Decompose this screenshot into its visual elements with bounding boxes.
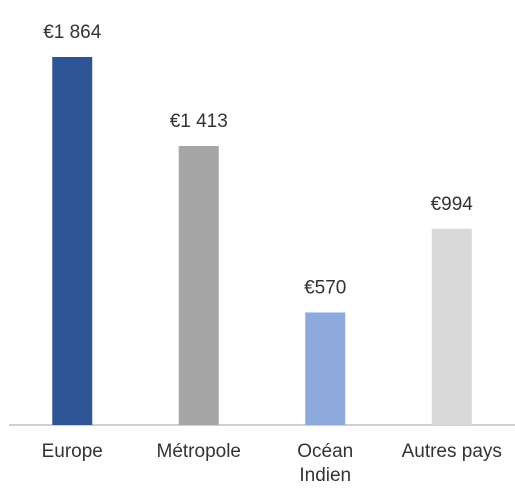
value-label: €994 (431, 194, 474, 215)
bar (431, 228, 472, 425)
bar (305, 312, 346, 425)
x-tick-label: Océan Indien (297, 441, 354, 486)
x-tick-label: Autres pays (401, 441, 502, 462)
bar (52, 57, 93, 425)
x-tick-label: Europe (41, 441, 103, 462)
value-label: €1 413 (170, 111, 228, 132)
value-label: €570 (304, 277, 346, 298)
value-label: €1 864 (43, 22, 102, 43)
x-tick-label: Métropole (156, 441, 242, 462)
bar (178, 146, 219, 425)
